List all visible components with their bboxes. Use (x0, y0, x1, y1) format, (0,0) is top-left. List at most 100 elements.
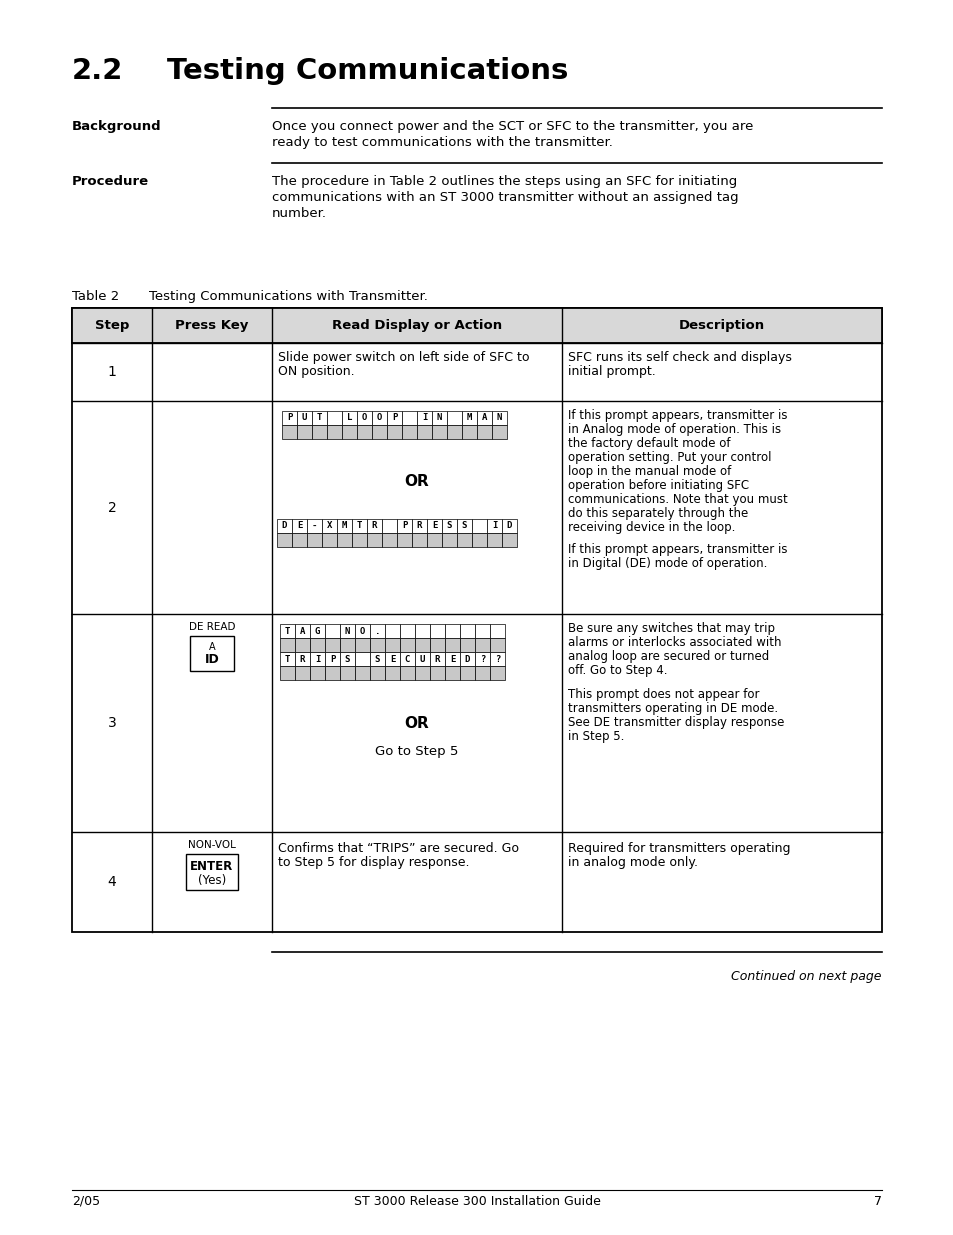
Bar (370, 624, 385, 638)
Bar (356, 411, 372, 425)
Bar (459, 666, 475, 680)
Bar (459, 624, 475, 638)
Bar (486, 534, 501, 547)
Text: L: L (347, 414, 352, 422)
Bar (190, 636, 233, 671)
Bar (432, 425, 447, 438)
Bar (385, 624, 399, 638)
Bar (356, 425, 372, 438)
Bar (441, 519, 456, 534)
Text: If this prompt appears, transmitter is: If this prompt appears, transmitter is (567, 409, 786, 422)
Text: 7: 7 (873, 1195, 882, 1208)
Bar (415, 666, 430, 680)
Bar (416, 425, 432, 438)
Text: R: R (416, 521, 422, 531)
Bar (355, 638, 370, 652)
Text: O: O (359, 626, 365, 636)
Bar (475, 666, 490, 680)
Text: Continued on next page: Continued on next page (731, 969, 882, 983)
Text: X: X (327, 521, 332, 531)
Text: operation setting. Put your control: operation setting. Put your control (567, 451, 771, 464)
Text: analog loop are secured or turned: analog loop are secured or turned (567, 650, 768, 663)
Bar (486, 519, 501, 534)
Bar (401, 411, 416, 425)
Text: OR: OR (404, 716, 429, 731)
Text: DE READ: DE READ (189, 622, 235, 632)
Bar (322, 519, 336, 534)
Text: Slide power switch on left side of SFC to: Slide power switch on left side of SFC t… (277, 351, 529, 364)
Text: A: A (209, 642, 215, 652)
Text: Press Key: Press Key (175, 319, 249, 332)
Bar (415, 652, 430, 666)
Bar (370, 652, 385, 666)
Bar (71, 308, 882, 343)
Bar (280, 624, 294, 638)
Text: Testing Communications: Testing Communications (167, 57, 568, 85)
Bar (461, 411, 476, 425)
Bar (186, 853, 237, 890)
Bar (501, 519, 517, 534)
Text: E: E (296, 521, 302, 531)
Text: 1: 1 (108, 366, 116, 379)
Bar (312, 425, 327, 438)
Bar (427, 519, 441, 534)
Bar (292, 519, 307, 534)
Text: off. Go to Step 4.: off. Go to Step 4. (567, 664, 667, 677)
Bar (325, 652, 339, 666)
Bar (325, 638, 339, 652)
Bar (475, 652, 490, 666)
Bar (447, 425, 461, 438)
Text: Go to Step 5: Go to Step 5 (375, 746, 458, 758)
Bar (387, 425, 401, 438)
Bar (475, 624, 490, 638)
Text: communications with an ST 3000 transmitter without an assigned tag: communications with an ST 3000 transmitt… (272, 191, 738, 204)
Bar (282, 425, 296, 438)
Text: A: A (299, 626, 305, 636)
Bar (444, 624, 459, 638)
Bar (339, 652, 355, 666)
Text: See DE transmitter display response: See DE transmitter display response (567, 716, 783, 729)
Bar (294, 652, 310, 666)
Bar (310, 666, 325, 680)
Text: ON position.: ON position. (277, 366, 355, 378)
Bar (325, 666, 339, 680)
Text: ST 3000 Release 300 Installation Guide: ST 3000 Release 300 Installation Guide (354, 1195, 599, 1208)
Text: S: S (446, 521, 452, 531)
Bar (476, 411, 492, 425)
Bar (444, 638, 459, 652)
Text: Description: Description (679, 319, 764, 332)
Bar (280, 638, 294, 652)
Text: P: P (401, 521, 407, 531)
Bar (327, 425, 341, 438)
Text: S: S (375, 655, 380, 663)
Text: transmitters operating in DE mode.: transmitters operating in DE mode. (567, 701, 778, 715)
Text: ?: ? (495, 655, 499, 663)
Bar (475, 638, 490, 652)
Text: C: C (404, 655, 410, 663)
Bar (294, 666, 310, 680)
Bar (444, 666, 459, 680)
Text: Step: Step (94, 319, 129, 332)
Text: E: E (450, 655, 455, 663)
Text: S: S (344, 655, 350, 663)
Text: If this prompt appears, transmitter is: If this prompt appears, transmitter is (567, 543, 786, 556)
Text: 2/05: 2/05 (71, 1195, 100, 1208)
Bar (472, 534, 486, 547)
Text: U: U (419, 655, 425, 663)
Bar (372, 411, 387, 425)
Text: Required for transmitters operating: Required for transmitters operating (567, 842, 790, 855)
Text: P: P (392, 414, 396, 422)
Text: ID: ID (204, 653, 219, 666)
Text: alarms or interlocks associated with: alarms or interlocks associated with (567, 636, 781, 650)
Bar (367, 534, 381, 547)
Text: The procedure in Table 2 outlines the steps using an SFC for initiating: The procedure in Table 2 outlines the st… (272, 175, 737, 188)
Text: A: A (481, 414, 487, 422)
Text: T: T (285, 655, 290, 663)
Bar (415, 638, 430, 652)
Bar (71, 308, 882, 932)
Bar (310, 624, 325, 638)
Bar (367, 519, 381, 534)
Bar (412, 534, 427, 547)
Text: P: P (287, 414, 292, 422)
Bar (370, 638, 385, 652)
